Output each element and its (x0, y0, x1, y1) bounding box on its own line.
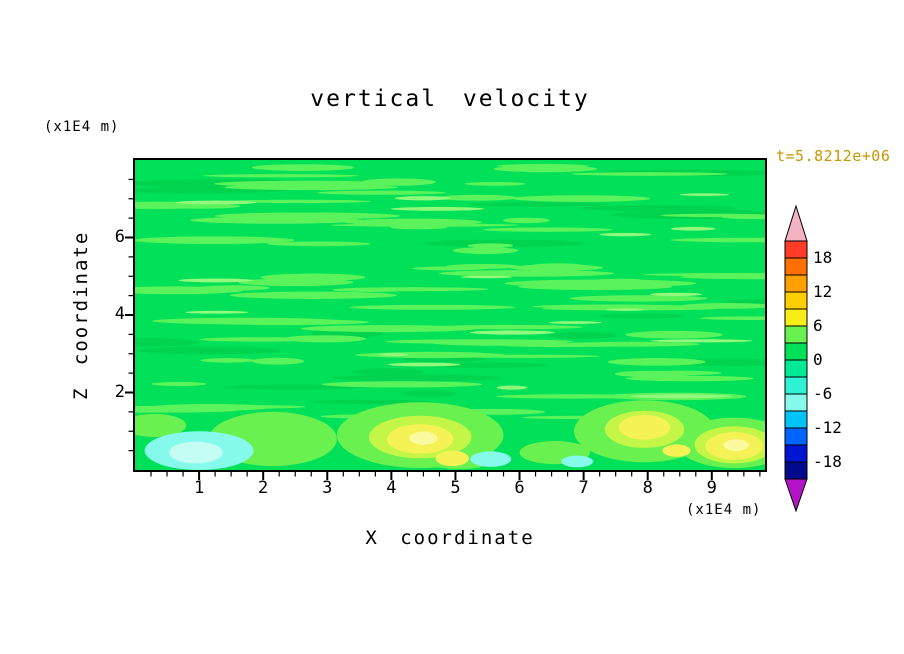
colorbar-tick-label: -18 (813, 452, 842, 471)
x-tick-label: 4 (386, 478, 397, 498)
x-tick-label: 9 (706, 478, 717, 498)
x-tick-label: 7 (578, 478, 589, 498)
contour-field (135, 160, 765, 470)
y-axis-unit-label: (x1E4 m) (44, 119, 120, 135)
y-tick-label: 2 (114, 381, 125, 402)
time-annotation: t=5.8212e+06 (776, 147, 891, 165)
colorbar-tick-label: 12 (813, 282, 833, 301)
colorbar-tick-label: 0 (813, 350, 823, 369)
x-tick-label: 3 (322, 478, 333, 498)
plot-frame (133, 158, 767, 472)
x-tick-label: 2 (258, 478, 269, 498)
colorbar-tick-label: 6 (813, 316, 823, 335)
x-tick-label: 6 (514, 478, 525, 498)
colorbar-tick-label: 18 (813, 248, 833, 267)
colorbar-tick-label: -12 (813, 418, 842, 437)
chart-title: vertical velocity (310, 86, 590, 112)
y-tick-label: 6 (114, 226, 125, 247)
x-tick-label: 5 (450, 478, 461, 498)
x-axis-ticks (150, 472, 761, 480)
x-axis-unit-label: (x1E4 m) (686, 502, 762, 518)
colorbar-tick-label: -6 (813, 384, 833, 403)
x-axis-title: X coordinate (365, 527, 535, 549)
colorbar (784, 205, 808, 512)
x-tick-label: 1 (193, 478, 205, 498)
x-tick-label: 8 (642, 478, 653, 498)
y-tick-label: 4 (114, 304, 125, 324)
y-axis-ticks (125, 178, 133, 452)
